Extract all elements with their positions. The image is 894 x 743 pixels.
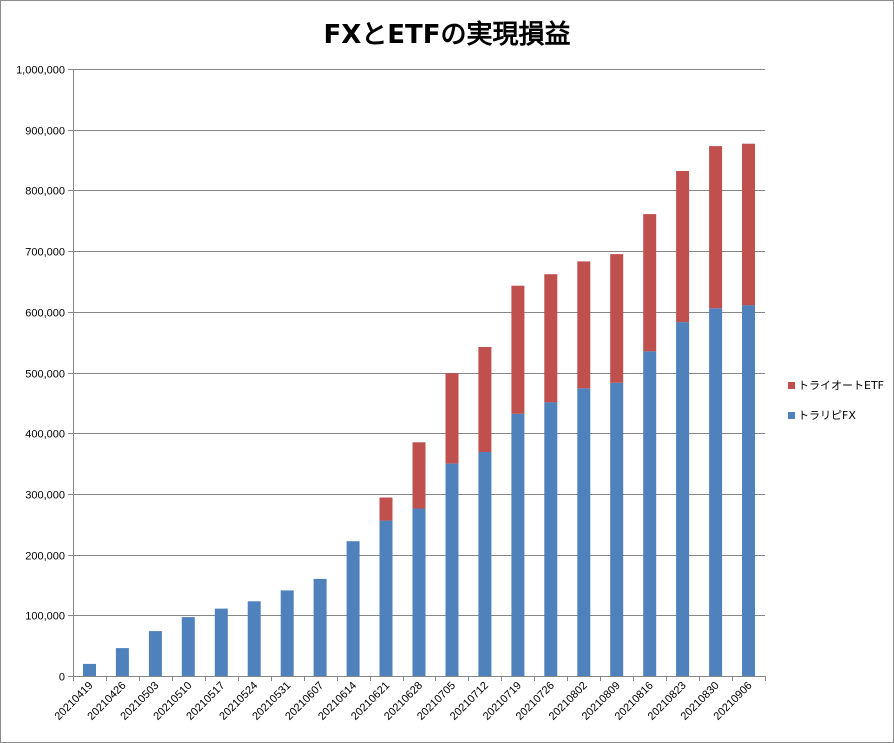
bar-fx — [214, 608, 228, 676]
bar-etf — [643, 214, 657, 352]
bar-fx — [313, 578, 327, 676]
bar-fx — [742, 305, 755, 676]
bars — [83, 143, 755, 676]
bar-etf — [412, 442, 426, 509]
bar-etf — [478, 347, 492, 452]
bar-fx — [643, 351, 657, 676]
bar-fx — [478, 452, 492, 676]
bar-fx — [247, 601, 261, 676]
y-tick-label: 300,000 — [25, 490, 65, 502]
bar-fx — [181, 617, 195, 676]
y-tick-label: 0 — [59, 672, 65, 684]
bar-etf — [676, 171, 690, 323]
y-tick-label: 400,000 — [25, 429, 65, 441]
bar-fx — [280, 590, 294, 676]
y-tick-label: 700,000 — [25, 247, 65, 259]
bar-fx — [610, 382, 624, 676]
legend-swatch-fx — [788, 411, 795, 419]
legend-swatch-etf — [788, 381, 795, 389]
bar-etf — [610, 254, 624, 383]
y-tick-label: 600,000 — [25, 308, 65, 320]
bar-etf — [511, 285, 525, 414]
legend-label-etf: トライオートETF — [798, 379, 884, 392]
legend-label-fx: トラリピFX — [798, 409, 856, 422]
x-tick-labels: 2021041920210426202105032021051020210517… — [52, 680, 754, 723]
y-tick-label: 1,000,000 — [16, 65, 65, 77]
bar-etf — [709, 146, 723, 309]
legend: トライオートETF トラリピFX — [788, 378, 884, 438]
y-tick-label: 900,000 — [25, 126, 65, 138]
bar-etf — [544, 274, 558, 403]
bar-fx — [676, 322, 690, 676]
bar-fx — [577, 388, 591, 676]
bar-fx — [511, 413, 525, 676]
bar-fx — [83, 663, 96, 676]
bar-fx — [709, 308, 723, 676]
y-tick-label: 800,000 — [25, 186, 65, 198]
bar-fx — [544, 402, 558, 676]
legend-item-etf: トライオートETF — [788, 378, 884, 392]
bar-fx — [379, 520, 393, 676]
y-tick-label: 200,000 — [25, 551, 65, 563]
y-tick-labels: 0 100,000 200,000 300,000 400,000 500,000 600,… — [16, 65, 65, 684]
bar-etf — [379, 497, 393, 521]
bar-etf — [577, 261, 591, 389]
y-tick-label: 100,000 — [25, 611, 65, 623]
bar-fx — [346, 541, 360, 676]
bar-etf — [742, 143, 755, 306]
axes — [68, 69, 766, 681]
chart-title: FXとETFの実現損益 — [323, 20, 571, 50]
y-tick-label: 500,000 — [25, 369, 65, 381]
bar-fx — [412, 508, 426, 676]
bar-fx — [115, 648, 129, 676]
bar-fx — [148, 631, 162, 676]
legend-item-fx: トラリピFX — [788, 408, 884, 422]
bar-fx — [445, 463, 459, 676]
bar-etf — [445, 373, 459, 464]
